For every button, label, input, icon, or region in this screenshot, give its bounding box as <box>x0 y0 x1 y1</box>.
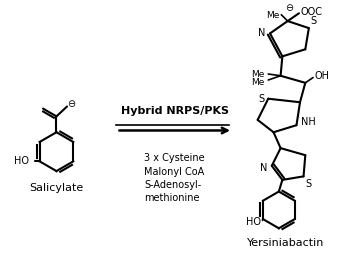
Text: Salicylate: Salicylate <box>29 184 84 193</box>
Text: 3 x Cysteine
Malonyl CoA
S-Adenosyl-
methionine: 3 x Cysteine Malonyl CoA S-Adenosyl- met… <box>144 153 205 203</box>
Text: Hybrid NRPS/PKS: Hybrid NRPS/PKS <box>121 106 229 116</box>
Text: NH: NH <box>301 117 315 127</box>
Text: Yersiniabactin: Yersiniabactin <box>247 238 325 248</box>
Text: HO: HO <box>14 156 29 166</box>
Text: S: S <box>311 16 317 26</box>
Text: N: N <box>258 28 266 38</box>
Text: $\ominus$: $\ominus$ <box>67 98 76 109</box>
Text: OH: OH <box>314 72 329 81</box>
Text: OOC: OOC <box>300 7 322 17</box>
Text: Me: Me <box>251 78 265 87</box>
Text: S: S <box>305 179 311 189</box>
Text: HO: HO <box>246 217 261 227</box>
Text: Me: Me <box>266 11 280 20</box>
Text: $\ominus$: $\ominus$ <box>285 2 294 13</box>
Text: Me: Me <box>251 69 265 78</box>
Text: N: N <box>260 163 267 173</box>
Text: S: S <box>258 94 264 104</box>
